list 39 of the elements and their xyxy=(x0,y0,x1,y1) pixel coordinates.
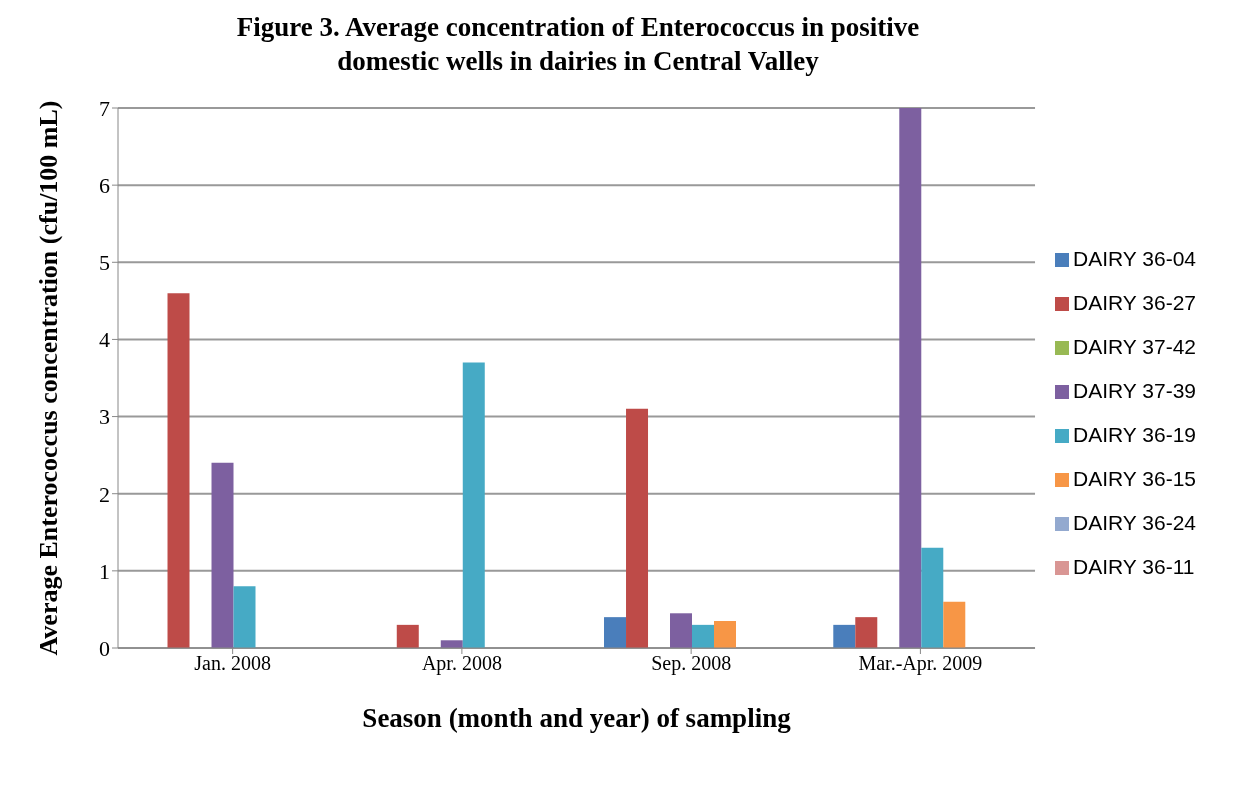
y-tick-label: 5 xyxy=(99,250,110,276)
bar xyxy=(692,624,715,648)
bar xyxy=(899,108,922,648)
legend-label: DAIRY 37-39 xyxy=(1073,379,1196,402)
y-axis-title: Average Enterococcus concentration (cfu/100 mL) xyxy=(34,100,64,656)
legend-label: DAIRY 36-19 xyxy=(1073,423,1196,446)
y-tick-label: 6 xyxy=(99,172,110,198)
legend-label: DAIRY 36-04 xyxy=(1073,247,1196,270)
bar xyxy=(167,293,190,648)
y-tick-label: 2 xyxy=(99,481,110,507)
x-tick-label: Apr. 2008 xyxy=(421,652,502,676)
y-tick-label: 3 xyxy=(99,404,110,430)
x-axis-title: Season (month and year) of sampling xyxy=(362,703,792,734)
y-tick-label: 0 xyxy=(99,635,110,661)
bar xyxy=(921,547,944,648)
legend-label: DAIRY 36-27 xyxy=(1073,291,1196,314)
bar xyxy=(714,621,737,648)
bar xyxy=(440,640,463,648)
bar xyxy=(396,624,419,648)
y-tick-label: 4 xyxy=(99,327,110,353)
x-tick-label: Sep. 2008 xyxy=(651,652,732,676)
y-tick-label: 7 xyxy=(99,95,110,121)
legend-label: DAIRY 36-11 xyxy=(1073,555,1195,578)
legend-label: DAIRY 36-24 xyxy=(1073,511,1196,534)
chart-title: Figure 3. Average concentration of Enterococcus in positive domestic wells in dairies in Central Valley xyxy=(235,11,921,78)
x-tick-label: Mar.-Apr. 2009 xyxy=(858,652,983,676)
bar xyxy=(855,617,878,648)
legend-label: DAIRY 37-42 xyxy=(1073,335,1196,358)
bar xyxy=(462,362,485,648)
bar xyxy=(626,408,649,648)
bar xyxy=(233,586,256,648)
bar xyxy=(604,617,627,648)
x-tick-label: Jan. 2008 xyxy=(194,652,271,675)
bar xyxy=(943,601,966,648)
y-tick-label: 1 xyxy=(99,558,110,584)
bar xyxy=(211,462,234,648)
legend-label: DAIRY 36-15 xyxy=(1073,467,1196,490)
bar xyxy=(670,613,693,648)
bar xyxy=(833,624,856,648)
